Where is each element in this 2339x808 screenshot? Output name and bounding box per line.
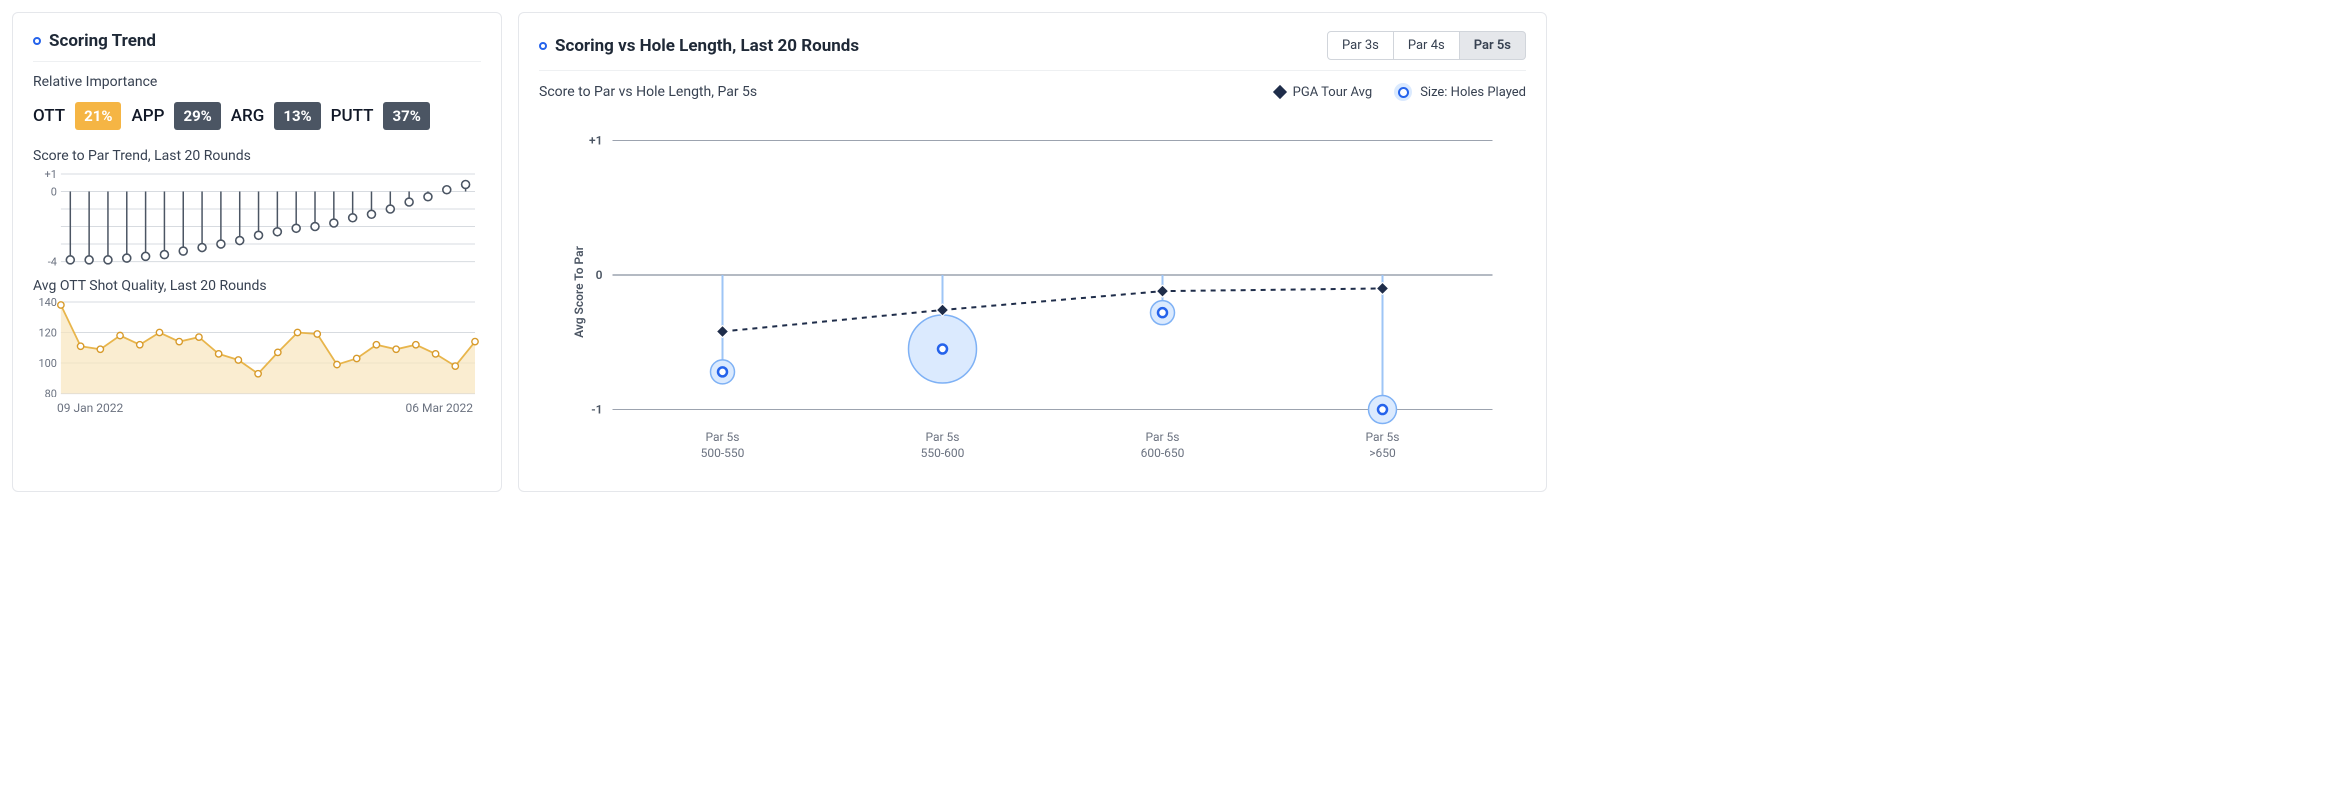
importance-badge: 21% — [75, 102, 121, 130]
date-start: 09 Jan 2022 — [57, 401, 123, 415]
svg-text:600-650: 600-650 — [1141, 446, 1185, 460]
date-range-row: 09 Jan 2022 06 Mar 2022 — [33, 397, 481, 415]
importance-metric-label: APP — [131, 106, 164, 126]
title-text-right: Scoring vs Hole Length, Last 20 Rounds — [555, 36, 859, 56]
subtitle: Score to Par vs Hole Length, Par 5s — [539, 84, 757, 100]
main-chart-wrap: Avg Score To Par +1 0 -1 Par 5s 500-550 Par 5… — [539, 107, 1526, 477]
title-text: Scoring Trend — [49, 31, 156, 51]
legend: PGA Tour Avg Size: Holes Played — [1275, 83, 1526, 101]
svg-text:140: 140 — [38, 298, 56, 309]
svg-text:0: 0 — [51, 185, 57, 198]
svg-text:80: 80 — [45, 387, 57, 397]
importance-metric-label: ARG — [231, 106, 265, 126]
svg-text:Par 5s: Par 5s — [705, 430, 739, 444]
tab-par-5s[interactable]: Par 5s — [1460, 31, 1526, 60]
card-header-right: Scoring vs Hole Length, Last 20 Rounds P… — [539, 31, 1526, 71]
legend-row: Score to Par vs Hole Length, Par 5s PGA … — [539, 83, 1526, 101]
date-end: 06 Mar 2022 — [406, 401, 474, 415]
importance-metric-label: PUTT — [331, 106, 374, 126]
svg-text:0: 0 — [596, 268, 603, 282]
svg-text:100: 100 — [38, 357, 56, 370]
card-title-right: Scoring vs Hole Length, Last 20 Rounds — [539, 36, 859, 56]
hole-length-chart: +1 0 -1 Par 5s 500-550 Par 5s 550-600 Par 5s 600… — [539, 107, 1526, 477]
scoring-trend-card: Scoring Trend Relative Importance OTT 21%… — [12, 12, 502, 492]
card-title: Scoring Trend — [33, 31, 156, 51]
importance-metric-label: OTT — [33, 106, 65, 126]
score-trend-chart: +1 0 -4 — [33, 168, 481, 268]
svg-text:120: 120 — [38, 326, 56, 339]
importance-badge: 37% — [383, 102, 429, 130]
svg-text:-4: -4 — [48, 256, 57, 268]
svg-text:500-550: 500-550 — [701, 446, 745, 460]
importance-badge: 29% — [174, 102, 220, 130]
scoring-vs-hole-length-card: Scoring vs Hole Length, Last 20 Rounds P… — [518, 12, 1547, 492]
ott-subhead: Avg OTT Shot Quality, Last 20 Rounds — [33, 278, 481, 294]
svg-text:Par 5s: Par 5s — [925, 430, 959, 444]
svg-text:+1: +1 — [45, 168, 57, 181]
importance-label: Relative Importance — [33, 74, 481, 90]
importance-badge: 13% — [274, 102, 320, 130]
legend-pga: PGA Tour Avg — [1275, 85, 1373, 100]
y-axis-label: Avg Score To Par — [572, 246, 586, 338]
trend-subhead: Score to Par Trend, Last 20 Rounds — [33, 148, 481, 164]
ott-quality-chart: 140 120 100 80 — [33, 298, 481, 398]
bullet-icon — [33, 37, 41, 45]
svg-text:>650: >650 — [1369, 446, 1396, 460]
card-header: Scoring Trend — [33, 31, 481, 62]
svg-text:-1: -1 — [591, 403, 602, 417]
importance-row: OTT 21% APP 29% ARG 13% PUTT 37% — [33, 102, 481, 130]
svg-text:Par 5s: Par 5s — [1365, 430, 1399, 444]
legend-size: Size: Holes Played — [1394, 83, 1526, 101]
circle-icon — [1394, 83, 1412, 101]
svg-text:Par 5s: Par 5s — [1145, 430, 1179, 444]
par-tabs: Par 3sPar 4sPar 5s — [1327, 31, 1526, 60]
svg-text:+1: +1 — [589, 133, 602, 147]
legend-pga-label: PGA Tour Avg — [1293, 85, 1373, 100]
tab-par-3s[interactable]: Par 3s — [1327, 31, 1394, 60]
diamond-icon — [1273, 85, 1287, 99]
svg-text:550-600: 550-600 — [921, 446, 965, 460]
tab-par-4s[interactable]: Par 4s — [1394, 31, 1460, 60]
bullet-icon — [539, 42, 547, 50]
legend-size-label: Size: Holes Played — [1420, 85, 1526, 100]
